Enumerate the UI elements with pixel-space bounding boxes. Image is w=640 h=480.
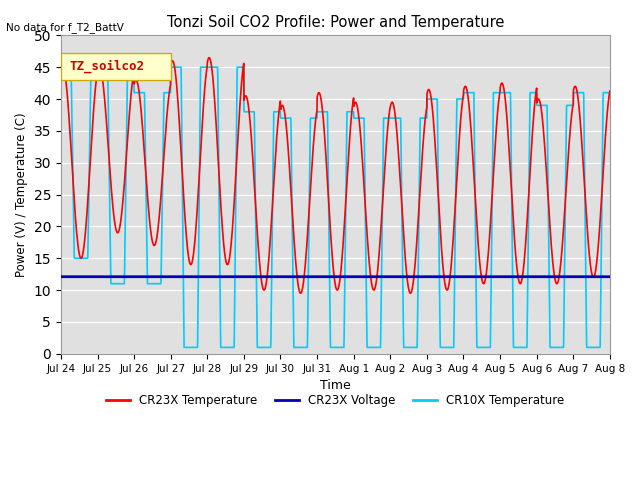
Title: Tonzi Soil CO2 Profile: Power and Temperature: Tonzi Soil CO2 Profile: Power and Temper…	[166, 15, 504, 30]
Text: TZ_soilco2: TZ_soilco2	[69, 60, 144, 73]
Legend: CR23X Temperature, CR23X Voltage, CR10X Temperature: CR23X Temperature, CR23X Voltage, CR10X …	[101, 389, 570, 411]
Text: No data for f_T2_BattV: No data for f_T2_BattV	[6, 22, 124, 33]
FancyBboxPatch shape	[61, 53, 171, 80]
Y-axis label: Power (V) / Temperature (C): Power (V) / Temperature (C)	[15, 112, 28, 277]
X-axis label: Time: Time	[320, 379, 351, 392]
